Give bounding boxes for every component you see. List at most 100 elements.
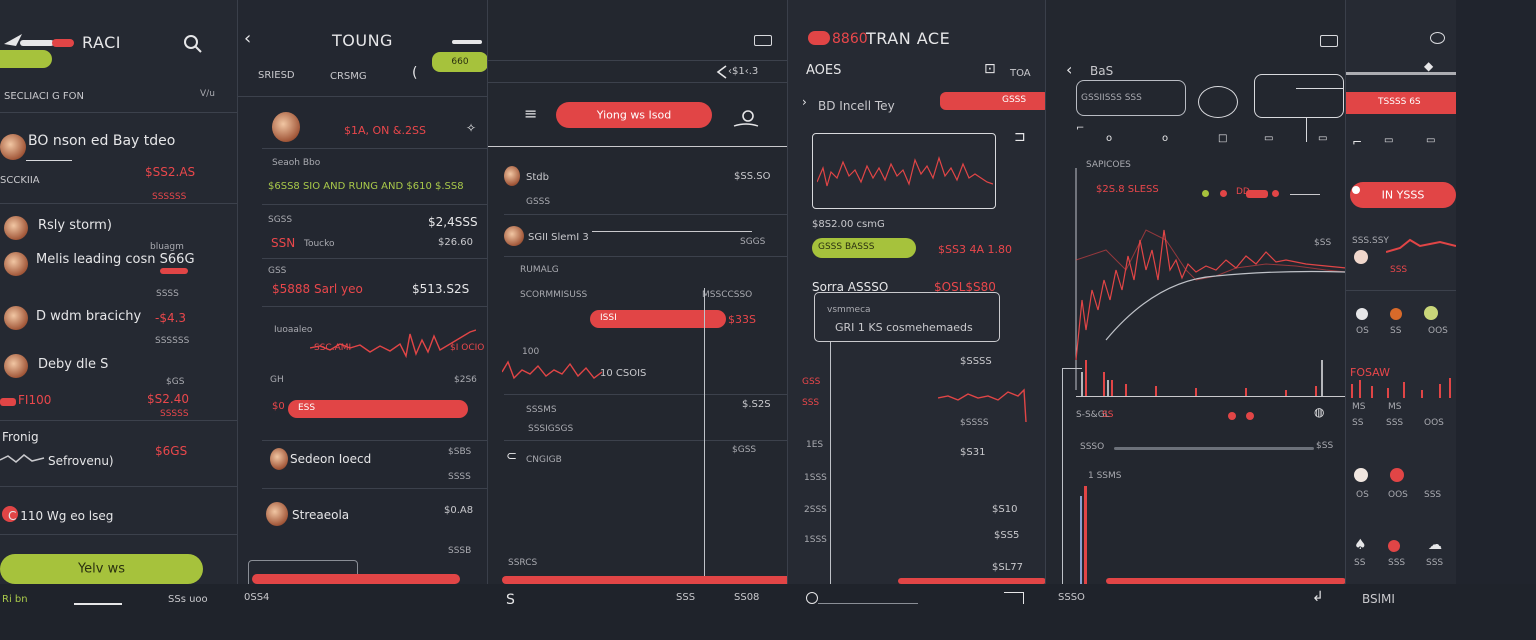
- settings-icon[interactable]: ✧: [466, 121, 477, 135]
- tag-row[interactable]: C 110 Wg eo lseg: [8, 509, 114, 523]
- stat-right: $SS: [1314, 238, 1332, 248]
- list-item-name[interactable]: Sedeon Ioecd: [290, 452, 372, 466]
- wallet-icon[interactable]: ⊡: [984, 61, 996, 77]
- side-axis: OS: [1356, 326, 1369, 336]
- panel-title: RACI: [82, 33, 122, 52]
- list-item-name[interactable]: Stdb: [526, 172, 549, 183]
- bar-label: $0: [272, 401, 285, 412]
- expand-icon[interactable]: [1004, 592, 1024, 604]
- header-item[interactable]: $1A, ON &.2SS: [344, 124, 426, 137]
- tag-bar[interactable]: TSSSS 6S: [1346, 92, 1456, 114]
- row-value: $S31: [960, 447, 986, 458]
- header-right: ‹$1‹.3: [728, 66, 759, 77]
- panel-chart: ‹ BaS GSSIISSS SSS ⌐ o o □ ▭ ▭ SAPICOES …: [1046, 0, 1346, 584]
- row-value: $2S6: [454, 375, 477, 385]
- link-text[interactable]: BD Incell Tey: [818, 99, 895, 113]
- toolbar-icon[interactable]: ▭: [1318, 133, 1328, 144]
- back-arrow-icon[interactable]: [714, 64, 730, 80]
- order-pill[interactable]: ISSI: [590, 310, 726, 328]
- toolbar-icon[interactable]: ▭: [1426, 135, 1436, 146]
- toolbar-icon[interactable]: □: [1218, 133, 1228, 144]
- list-item-value: $0.A8: [444, 505, 474, 516]
- list-item-sub: SCCKIIA: [0, 175, 40, 186]
- copy-icon[interactable]: ⊐: [1014, 129, 1026, 145]
- list-item-name[interactable]: Melis leading cosn S66G: [36, 252, 195, 267]
- side-axis: SSS: [1388, 558, 1406, 568]
- menu-icon[interactable]: ≡: [524, 104, 538, 123]
- side-axis: SSS: [1424, 490, 1442, 500]
- avatar: [4, 354, 28, 378]
- refresh-icon[interactable]: (: [412, 65, 418, 81]
- panel-watchlist: RACI SECLIACI G FON V/u BO nson ed Bay t…: [0, 0, 238, 584]
- status-pill[interactable]: GSSS: [940, 92, 1045, 110]
- record-icon[interactable]: [806, 592, 818, 604]
- row-label: 1ES: [806, 440, 824, 450]
- toolbar-icon[interactable]: o: [1162, 133, 1169, 144]
- list-item-name[interactable]: Deby dle S: [38, 357, 109, 372]
- search-icon[interactable]: [732, 108, 760, 130]
- side-axis: OOS: [1428, 326, 1448, 336]
- back-icon[interactable]: ⊂: [506, 449, 517, 464]
- search-pill[interactable]: Yiong ws Isod: [556, 102, 712, 128]
- row-red-text[interactable]: $5888 Sarl yeo: [272, 282, 363, 296]
- bar-sparkline: [1351, 378, 1451, 398]
- tab-1[interactable]: SRIESD: [258, 70, 295, 81]
- row-value: $S10: [992, 504, 1018, 515]
- toolbar-icon[interactable]: ⌐: [1352, 135, 1363, 149]
- list-item-name[interactable]: BO nson ed Bay tdeo: [28, 133, 176, 149]
- back-icon[interactable]: ‹: [1066, 60, 1073, 79]
- avatar: [272, 112, 300, 142]
- header-right: TOA: [1010, 68, 1031, 79]
- side-axis: SS: [1390, 326, 1402, 336]
- list-item-value2: SSSS: [448, 472, 471, 482]
- panel-sidebar: ◆ TSSSS 6S ⌐ ▭ ▭ IN YSSS SSS.SSY SSS OS …: [1346, 0, 1456, 584]
- row-label: SCORMMISUSS: [520, 290, 588, 300]
- toggle-circle[interactable]: [1198, 86, 1238, 118]
- sub-header: SECLIACI G FON: [4, 91, 84, 102]
- toolbar-icon[interactable]: ▭: [1384, 135, 1394, 146]
- list-item-name[interactable]: SGII SlemI 3: [528, 232, 589, 243]
- toolbar-icon[interactable]: o: [1106, 133, 1113, 144]
- stat-pill[interactable]: GSSS BASSS: [812, 238, 916, 258]
- bottom-label[interactable]: S: [506, 592, 515, 608]
- status-pill[interactable]: [0, 50, 52, 68]
- badge-pill[interactable]: 660: [432, 52, 487, 72]
- primary-button[interactable]: Yelv ws: [0, 554, 203, 584]
- brand-label: 8860: [832, 31, 868, 47]
- action-box[interactable]: [1254, 74, 1344, 118]
- chart-card[interactable]: [812, 133, 996, 209]
- label-top: SAPICOES: [1086, 160, 1131, 170]
- share-icon[interactable]: ↲: [1312, 589, 1324, 605]
- tag-icon: ◆: [1424, 59, 1434, 73]
- list-item-name[interactable]: Streaeola: [292, 508, 350, 522]
- cloud-icon: ☁: [1428, 537, 1442, 553]
- row-value: $GSS: [732, 445, 757, 455]
- list-item-name[interactable]: Rsly storm): [38, 218, 112, 233]
- toolbar-icon[interactable]: ⌐: [1076, 123, 1085, 134]
- row-label: SSN: [271, 236, 296, 250]
- toolbar-icon[interactable]: ▭: [1264, 133, 1274, 144]
- order-value: $33S: [728, 313, 756, 326]
- side-axis: OS: [1356, 490, 1369, 500]
- bottom-label: Ri bn: [2, 594, 28, 605]
- sparkline-chart: [938, 388, 1027, 422]
- back-icon[interactable]: ‹: [244, 28, 252, 49]
- menu-icon[interactable]: [452, 40, 482, 44]
- window-icon[interactable]: [754, 35, 772, 46]
- circle-icon[interactable]: [1430, 32, 1445, 44]
- search-icon[interactable]: [182, 33, 204, 55]
- section-label: Seaoh Bbo: [272, 158, 321, 168]
- progress-bar[interactable]: ESS: [288, 400, 468, 418]
- globe-icon[interactable]: ◍: [1314, 405, 1325, 419]
- side-axis: MS: [1352, 402, 1366, 412]
- panel-transactions: 8860 TRAN ACE AOES ⊡ TOA › BD Incell Tey…: [788, 0, 1046, 584]
- list-item-name[interactable]: D wdm bracichy: [36, 309, 142, 324]
- action-pill[interactable]: IN YSSS: [1350, 182, 1456, 208]
- list-item-value: -$4.3: [155, 311, 187, 325]
- window-icon[interactable]: [1320, 35, 1338, 47]
- list-item-value: $SBS: [448, 447, 472, 457]
- tab-2[interactable]: CRSMG: [330, 71, 367, 82]
- search-field[interactable]: GSSIISSS SSS: [1076, 80, 1186, 116]
- row-label: SSSMS: [526, 405, 557, 415]
